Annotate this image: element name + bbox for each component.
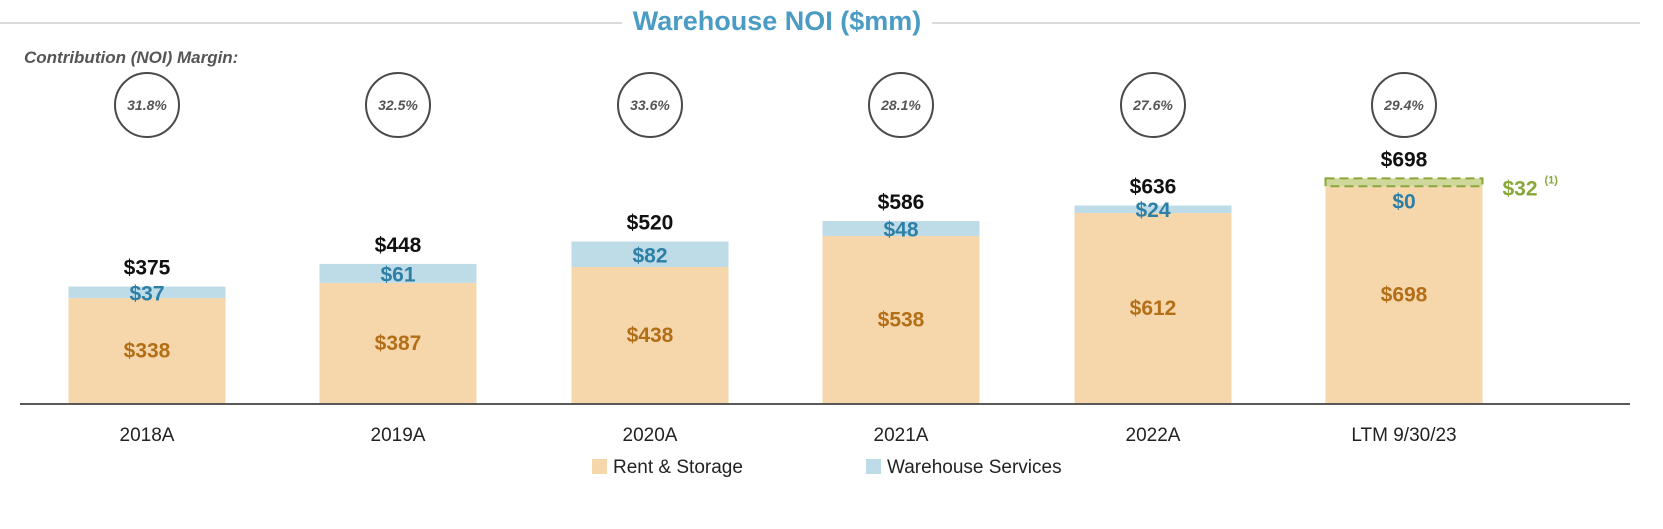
bar-total-label: $448 xyxy=(375,234,422,257)
x-tick-labels: 2018A 2019A 2020A 2021A 2022A LTM 9/30/23 xyxy=(120,425,1457,446)
margin-circle xyxy=(365,72,431,138)
bar-rent-storage xyxy=(68,298,226,403)
bar-label-warehouse-services: $24 xyxy=(1135,199,1170,222)
margin-subtitle: Contribution (NOI) Margin: xyxy=(24,48,238,67)
bar-label-rent-storage: $612 xyxy=(1130,297,1177,320)
x-tick-label: 2022A xyxy=(1126,425,1181,446)
bar-warehouse-services xyxy=(571,241,729,268)
legend-label-rent-storage: Rent & Storage xyxy=(613,457,743,478)
x-tick-label: 2020A xyxy=(623,425,678,446)
bar-rent-storage xyxy=(319,282,477,403)
bar-warehouse-services xyxy=(319,263,477,283)
annotation-footnote: (1) xyxy=(1545,174,1559,186)
margin-circle xyxy=(1120,72,1186,138)
margin-circle xyxy=(617,72,683,138)
bar-rent-storage xyxy=(571,267,729,403)
bar-label-warehouse-services: $0 xyxy=(1392,190,1415,213)
bar-label-rent-storage: $438 xyxy=(627,324,674,347)
bar-rent-storage xyxy=(822,235,980,403)
margin-circle xyxy=(868,72,934,138)
bar-warehouse-services xyxy=(1074,205,1232,213)
x-tick-label: 2018A xyxy=(120,425,175,446)
bar-total-label: $698 xyxy=(1381,148,1428,171)
bar-label-warehouse-services: $82 xyxy=(632,244,667,267)
x-tick-label: LTM 9/30/23 xyxy=(1351,425,1456,446)
x-tick-label: 2021A xyxy=(874,425,929,446)
margin-value: 33.6% xyxy=(630,97,670,113)
chart-title: Warehouse NOI ($mm) xyxy=(633,6,922,36)
bar-warehouse-services xyxy=(68,286,226,299)
margin-value: 29.4% xyxy=(1383,97,1424,113)
bar-label-warehouse-services: $48 xyxy=(883,218,918,241)
bar-rent-storage xyxy=(1325,186,1483,403)
bar-label-rent-storage: $698 xyxy=(1381,284,1428,307)
bar-total-label: $520 xyxy=(627,212,674,235)
bar-label-rent-storage: $338 xyxy=(124,340,171,363)
legend-swatch-warehouse-services xyxy=(866,459,881,474)
bar-label-rent-storage: $538 xyxy=(878,308,925,331)
x-tick-label: 2019A xyxy=(371,425,426,446)
bar-label-warehouse-services: $61 xyxy=(380,263,415,286)
margin-circle xyxy=(1371,72,1437,138)
margin-circle xyxy=(114,72,180,138)
margin-value: 28.1% xyxy=(880,97,921,113)
bar-label-rent-storage: $387 xyxy=(375,332,422,355)
bar-total-label: $636 xyxy=(1130,176,1177,199)
margin-value: 31.8% xyxy=(127,97,167,113)
bar-warehouse-services xyxy=(822,221,980,236)
annotation-dashed-box xyxy=(1324,177,1484,188)
bar-rent-storage xyxy=(1074,212,1232,403)
bar-label-warehouse-services: $37 xyxy=(129,282,164,305)
annotation-label: $32 xyxy=(1503,177,1538,200)
bar-total-label: $586 xyxy=(878,191,925,214)
margin-value: 32.5% xyxy=(378,97,418,113)
legend-swatch-rent-storage xyxy=(592,459,607,474)
legend: Rent & Storage Warehouse Services xyxy=(592,457,1062,478)
margin-value: 27.6% xyxy=(1132,97,1173,113)
bars-layer: 31.8% $338 $37$375 32.5% $387 $61 $448 33.6% $43… xyxy=(68,72,1559,403)
bar-total-label: $375 xyxy=(124,257,171,280)
legend-label-warehouse-services: Warehouse Services xyxy=(887,457,1062,478)
